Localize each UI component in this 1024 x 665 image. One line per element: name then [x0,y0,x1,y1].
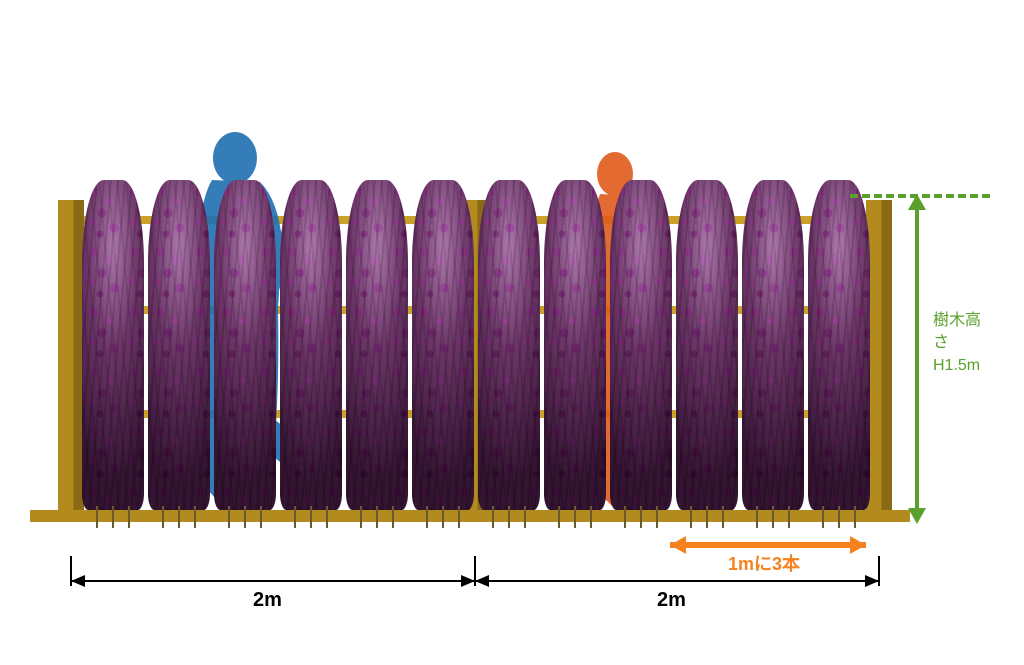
shrub [148,180,210,510]
shrub-stem [492,506,494,528]
shrub-stem [854,506,856,528]
shrub-stem [194,506,196,528]
shrub-stem [772,506,774,528]
shrub-stem [756,506,758,528]
shrub [544,180,606,510]
dimension-line [71,580,475,582]
shrub-stem [458,506,460,528]
shrub-stem [590,506,592,528]
shrub-stem [508,506,510,528]
shrub-stem [690,506,692,528]
shrub-stem [244,506,246,528]
shrub [280,180,342,510]
shrub-stem [96,506,98,528]
shrub-stem [640,506,642,528]
dimension-label: 2m [657,589,686,612]
shrub-stem [822,506,824,528]
shrub-stem [706,506,708,528]
density-arrow-line [670,542,866,548]
fence-post [58,200,84,510]
shrub-stem [228,506,230,528]
shrub [82,180,144,510]
shrub-stem [524,506,526,528]
arrow-left-icon [670,536,686,554]
dimension-label: 2m [253,589,282,612]
shrub [676,180,738,510]
shrub-stem [310,506,312,528]
shrub-stem [360,506,362,528]
arrow-right-icon [850,536,866,554]
shrub-stem [722,506,724,528]
diagram-stage: 2m 2m 1mに3本 樹木高さH1.5m [30,160,990,640]
shrub-stem [294,506,296,528]
shrub-stem [838,506,840,528]
height-arrow-line [915,208,919,510]
shrub [412,180,474,510]
shrub-stem [558,506,560,528]
shrub-stem [128,506,130,528]
shrub-stem [112,506,114,528]
shrub-stem [260,506,262,528]
shrub [808,180,870,510]
shrub [742,180,804,510]
density-label: 1mに3本 [728,550,800,576]
arrow-right-icon [865,575,879,587]
height-dashed-line [850,194,990,198]
shrub [478,180,540,510]
shrub-stem [426,506,428,528]
dimension-line [475,580,879,582]
shrub-stem [178,506,180,528]
shrub-stem [788,506,790,528]
shrub-stem [392,506,394,528]
arrow-left-icon [71,575,85,587]
arrow-left-icon [475,575,489,587]
shrub-stem [624,506,626,528]
shrub-stem [376,506,378,528]
shrub-stem [162,506,164,528]
shrub [214,180,276,510]
height-label: 樹木高さH1.5m [933,310,990,377]
shrub-stem [574,506,576,528]
shrub [346,180,408,510]
shrub-stem [656,506,658,528]
arrow-right-icon [461,575,475,587]
shrub-stem [326,506,328,528]
shrub-stem [442,506,444,528]
arrow-down-icon [908,508,926,524]
shrub [610,180,672,510]
